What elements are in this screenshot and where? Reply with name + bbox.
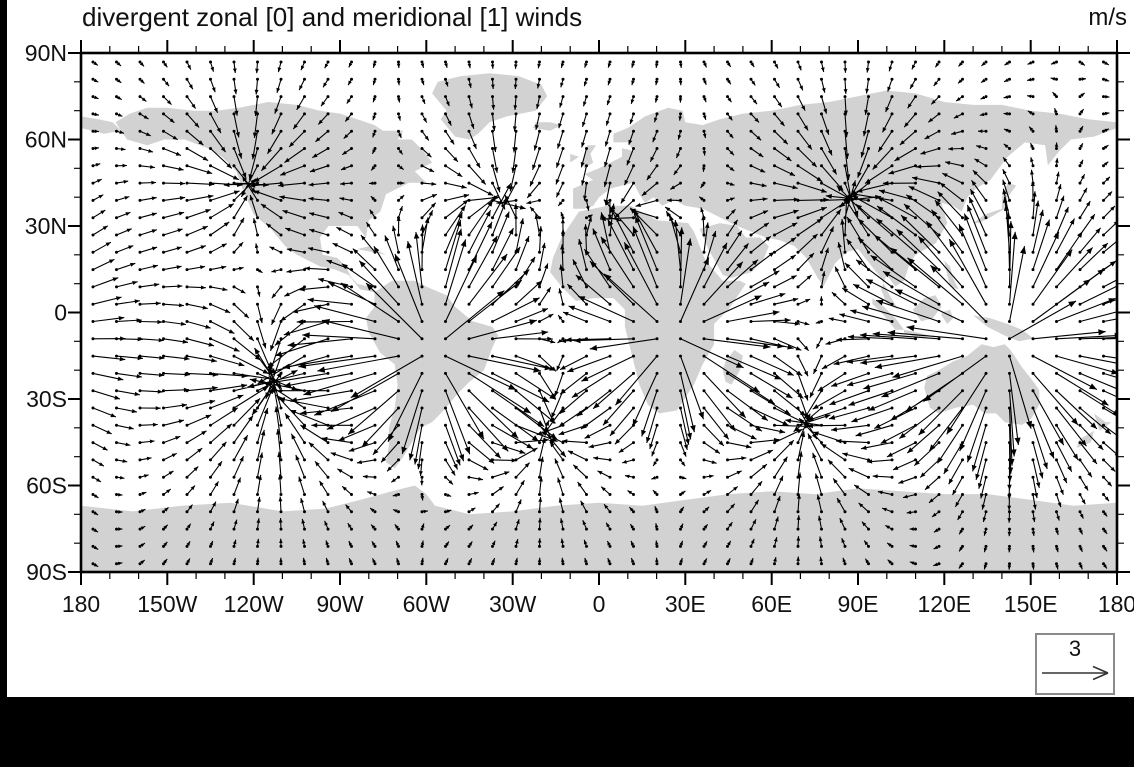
axis-layer: 180 150W 120W 90W 60W 30W 0 30E 60E 90E 120E 150E 18…: [25, 40, 1134, 617]
reference-vector-box: 3: [1035, 633, 1115, 695]
major-ticks: [68, 40, 1130, 585]
lon-tick-label: 90E: [838, 591, 879, 617]
letterbox-left: [0, 0, 7, 767]
lon-tick-label: 60W: [403, 591, 451, 617]
vector-layer: [91, 60, 1117, 570]
lon-tick-label: 0: [593, 591, 606, 617]
lat-tick-label: 30N: [25, 213, 67, 239]
lat-tick-label: 90S: [26, 559, 67, 585]
reference-vector-arrow-icon: [1042, 665, 1109, 681]
chart-title: divergent zonal [0] and meridional [1] w…: [82, 2, 583, 32]
reference-vector-value: 3: [1068, 636, 1082, 661]
lat-tick-label: 90N: [25, 40, 67, 66]
lon-tick-label: 150W: [137, 591, 197, 617]
minor-ticks: [74, 46, 1124, 579]
lon-tick-label: 120W: [224, 591, 284, 617]
arrow-heads: [93, 61, 1117, 570]
lon-tick-label: 150E: [1004, 591, 1058, 617]
lat-tick-label: 60S: [26, 473, 67, 499]
lat-tick-label: 60N: [25, 127, 67, 153]
lat-tick-label: 30S: [26, 386, 67, 412]
letterbox-bottom: [0, 697, 1134, 767]
lon-tick-label: 180: [62, 591, 100, 617]
units-label: m/s: [1088, 4, 1127, 31]
lon-tick-label: 120E: [917, 591, 971, 617]
lat-tick-label: 0: [54, 300, 67, 326]
lon-tick-label: 60E: [751, 591, 792, 617]
lon-tick-label: 180: [1098, 591, 1134, 617]
lon-tick-label: 30W: [489, 591, 537, 617]
lon-tick-label: 30E: [665, 591, 706, 617]
lon-tick-label: 90W: [316, 591, 364, 617]
